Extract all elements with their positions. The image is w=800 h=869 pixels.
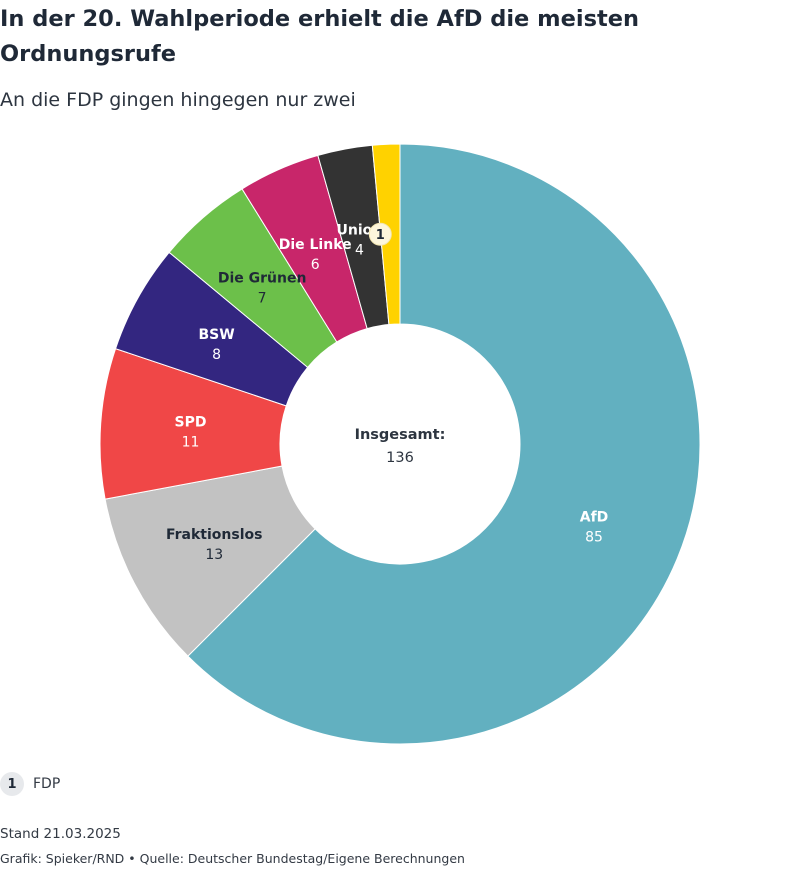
slice-value-bsw: 8 bbox=[212, 347, 221, 363]
slice-label-bsw: BSW bbox=[198, 327, 234, 343]
slice-footnote-marker: 1 bbox=[368, 222, 392, 246]
slice-label-spd: SPD bbox=[175, 414, 207, 430]
footnote: 1 FDP bbox=[0, 772, 60, 796]
slice-value-die-gruenen: 7 bbox=[258, 291, 267, 307]
source-note: Grafik: Spieker/RND • Quelle: Deutscher … bbox=[0, 851, 465, 866]
svg-text:1: 1 bbox=[376, 228, 385, 243]
slice-label-fraktionslos: Fraktionslos bbox=[166, 527, 263, 543]
footnote-text: FDP bbox=[33, 776, 61, 792]
slice-label-die-linke: Die Linke bbox=[279, 237, 352, 253]
slice-value-fraktionslos: 13 bbox=[205, 547, 223, 563]
slice-label-die-gruenen: Die Grünen bbox=[218, 271, 307, 287]
center-value: 136 bbox=[386, 450, 414, 466]
chart-subtitle: An die FDP gingen hingegen nur zwei bbox=[0, 89, 356, 111]
slice-value-afd: 85 bbox=[585, 529, 603, 545]
donut-labels: AfD 85 Fraktionslos 13 SPD 11 BSW 8 Die Grünen 7 D… bbox=[166, 223, 608, 563]
slice-afd[interactable] bbox=[187, 143, 701, 745]
slice-value-union: 4 bbox=[355, 243, 364, 259]
date-note: Stand 21.03.2025 bbox=[0, 826, 121, 842]
slice-fraktionslos[interactable] bbox=[104, 465, 316, 657]
center-label: Insgesamt: bbox=[355, 427, 446, 443]
chart-title: In der 20. Wahlperiode erhielt die AfD d… bbox=[0, 6, 639, 67]
slice-label-afd: AfD bbox=[580, 509, 609, 525]
slice-value-die-linke: 6 bbox=[311, 257, 320, 273]
footnote-marker: 1 bbox=[0, 772, 24, 796]
slice-value-spd: 11 bbox=[182, 434, 200, 450]
